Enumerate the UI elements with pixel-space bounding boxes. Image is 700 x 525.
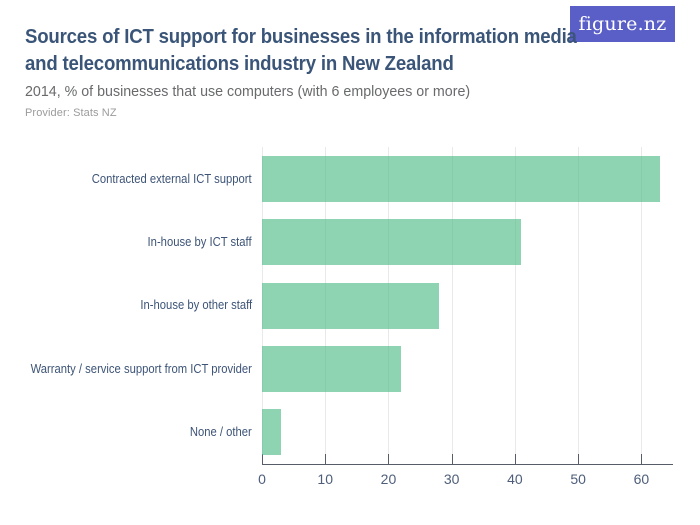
category-label-text: Warranty / service support from ICT prov…: [30, 361, 252, 376]
category-label: None / other: [25, 401, 252, 464]
category-label-text: Contracted external ICT support: [92, 171, 252, 186]
x-tick-label: 50: [570, 471, 586, 487]
bar: [262, 345, 402, 392]
x-tick-label: 40: [507, 471, 523, 487]
category-label-text: In-house by ICT staff: [147, 235, 252, 250]
bar: [262, 155, 661, 202]
figure-nz-logo-text: figure.nz: [578, 13, 667, 35]
gridline: [451, 147, 453, 464]
axis-tick: [514, 454, 516, 464]
chart-title-line-1: Sources of ICT support for businesses in…: [25, 26, 577, 48]
chart-title: Sources of ICT support for businesses in…: [25, 24, 618, 78]
x-tick-label: 30: [443, 471, 460, 487]
chart-subtitle: 2014, % of businesses that use computers…: [25, 83, 471, 100]
category-label-text: In-house by other staff: [140, 298, 252, 313]
category-label: In-house by other staff: [25, 274, 252, 337]
plot-area: 0 10 20 30 40 50 60: [258, 147, 673, 487]
category-label-text: None / other: [190, 425, 252, 440]
gridline: [641, 147, 643, 464]
axis-tick: [388, 454, 390, 464]
gridline: [514, 147, 516, 464]
axis-tick: [325, 454, 327, 464]
axis-tick: [578, 454, 580, 464]
x-tick-label: 20: [380, 471, 397, 487]
chart-title-line-2: and telecommunications industry in New Z…: [25, 53, 454, 75]
x-tick-label: 10: [317, 471, 334, 487]
figure-nz-logo[interactable]: figure.nz: [570, 6, 675, 42]
axis-tick: [262, 454, 263, 464]
gridline: [578, 147, 580, 464]
category-label: In-house by ICT staff: [25, 210, 252, 273]
bar: [262, 282, 440, 329]
bar-chart: Contracted external ICT support In-house …: [25, 147, 673, 507]
x-tick-label: 0: [258, 471, 266, 487]
provider-label: Provider: Stats NZ: [25, 107, 117, 119]
bar: [262, 409, 281, 456]
category-label: Warranty / service support from ICT prov…: [25, 337, 252, 400]
axis-tick: [451, 454, 453, 464]
x-tick-label: 60: [633, 471, 650, 487]
bar: [262, 219, 522, 266]
category-label: Contracted external ICT support: [25, 147, 252, 210]
category-labels: Contracted external ICT support In-house …: [25, 147, 262, 464]
axis-tick: [641, 454, 643, 464]
